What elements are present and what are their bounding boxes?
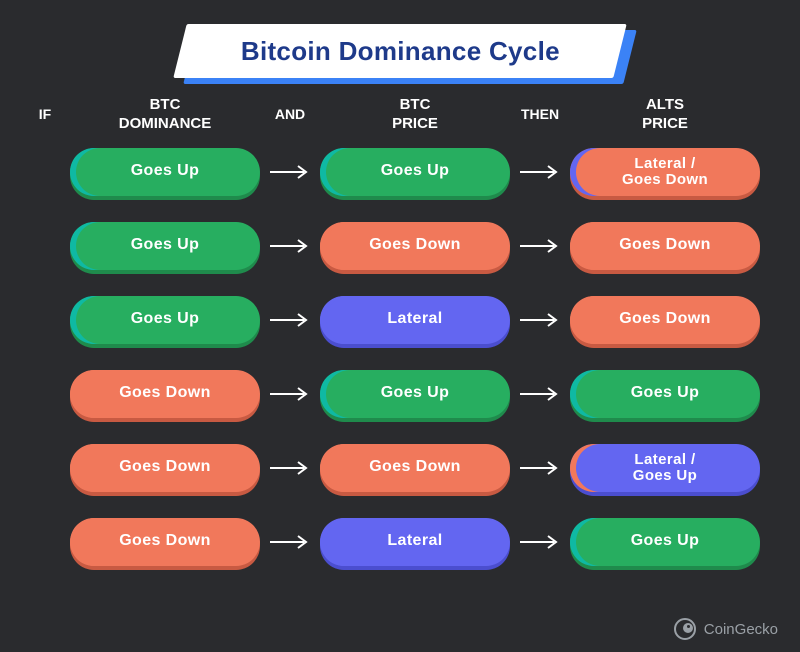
pill-alts-price: Goes Up — [570, 370, 760, 418]
pill-alts-price: Goes Up — [570, 518, 760, 566]
pill-btc-dominance: Goes Up — [70, 222, 260, 270]
header-then: THEN — [510, 106, 570, 124]
footer-brand: CoinGecko — [674, 618, 778, 640]
pill-btc-price: Lateral — [320, 296, 510, 344]
pill-btc-price: Lateral — [320, 518, 510, 566]
rule-row: Goes Up Goes Up Lateral / Goes Down — [20, 148, 780, 196]
page-title: Bitcoin Dominance Cycle — [241, 36, 560, 67]
rule-rows: Goes Up Goes Up Lateral / Goes DownGoes … — [20, 148, 780, 566]
footer-label: CoinGecko — [704, 621, 778, 638]
header-btc-dominance: BTC DOMINANCE — [70, 96, 260, 134]
rule-row: Goes Up Lateral Goes Down — [20, 296, 780, 344]
arrow-right-icon — [518, 386, 562, 402]
rule-row: Goes Down Goes Down Lateral / Goes Up — [20, 444, 780, 492]
pill-alts-price: Goes Down — [570, 296, 760, 344]
pill-btc-dominance: Goes Up — [70, 296, 260, 344]
pill-btc-dominance: Goes Down — [70, 518, 260, 566]
header-btc-price: BTC PRICE — [320, 96, 510, 134]
pill-btc-price: Goes Down — [320, 444, 510, 492]
pill-alts-price: Goes Down — [570, 222, 760, 270]
arrow-right-icon — [268, 312, 312, 328]
arrow-right-icon — [518, 238, 562, 254]
rule-row: Goes Down Lateral Goes Up — [20, 518, 780, 566]
pill-btc-dominance: Goes Down — [70, 444, 260, 492]
header-if: IF — [20, 106, 70, 124]
arrow-right-icon — [518, 460, 562, 476]
pill-btc-price: Goes Up — [320, 148, 510, 196]
arrow-right-icon — [268, 460, 312, 476]
header-alts-price: ALTS PRICE — [570, 96, 760, 134]
title-banner: Bitcoin Dominance Cycle — [180, 24, 620, 78]
arrow-right-icon — [268, 386, 312, 402]
arrow-right-icon — [518, 312, 562, 328]
pill-btc-dominance: Goes Down — [70, 370, 260, 418]
arrow-right-icon — [518, 534, 562, 550]
arrow-right-icon — [268, 534, 312, 550]
pill-alts-price: Lateral / Goes Up — [570, 444, 760, 492]
title-box: Bitcoin Dominance Cycle — [173, 24, 626, 78]
pill-btc-price: Goes Down — [320, 222, 510, 270]
rule-row: Goes Up Goes Down Goes Down — [20, 222, 780, 270]
arrow-right-icon — [518, 164, 562, 180]
header-and: AND — [260, 106, 320, 124]
pill-btc-dominance: Goes Up — [70, 148, 260, 196]
rule-row: Goes Down Goes Up Goes Up — [20, 370, 780, 418]
column-headers: IF BTC DOMINANCE AND BTC PRICE THEN ALTS… — [20, 96, 780, 134]
pill-alts-price: Lateral / Goes Down — [570, 148, 760, 196]
pill-btc-price: Goes Up — [320, 370, 510, 418]
coingecko-icon — [674, 618, 696, 640]
arrow-right-icon — [268, 238, 312, 254]
arrow-right-icon — [268, 164, 312, 180]
